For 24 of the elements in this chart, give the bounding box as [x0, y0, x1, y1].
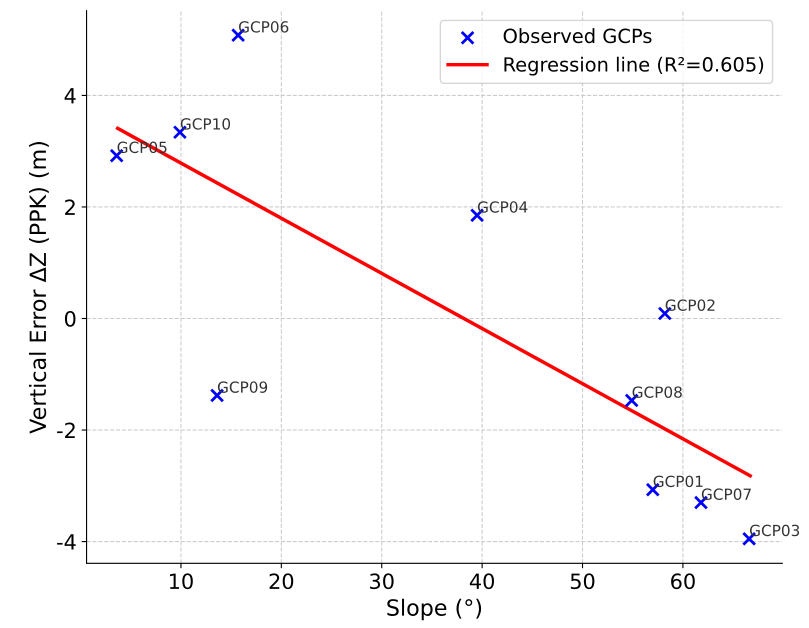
- x-tick-label: 10: [170, 573, 193, 590]
- legend-label: Observed GCPs: [504, 28, 652, 44]
- y-tick-label: -2: [57, 422, 75, 438]
- y-tick-label: -4: [57, 534, 76, 550]
- x-tick-label: 50: [570, 573, 594, 590]
- y-tick-label: 0: [64, 310, 76, 327]
- x-tick-label: 30: [370, 573, 394, 590]
- x-tick-label: 20: [270, 573, 294, 590]
- legend-label: Regression line (R²=0.605): [504, 56, 764, 76]
- y-axis-title: Vertical Error ΔZ (PPK) (m): [29, 142, 49, 434]
- annotation: GCP06: [239, 21, 288, 33]
- y-tick-label: 4: [64, 88, 76, 104]
- annotation: GCP07: [702, 488, 751, 500]
- y-tick-label: 2: [65, 199, 75, 215]
- annotation: GCP09: [218, 381, 268, 393]
- annotation: GCP02: [666, 299, 714, 311]
- x-tick-label: 40: [470, 573, 494, 590]
- annotation: GCP01: [654, 476, 703, 488]
- x-axis-title: Slope (°): [387, 598, 482, 620]
- annotation: GCP10: [180, 118, 230, 130]
- x-tick-label: 60: [671, 573, 695, 590]
- annotation: GCP04: [478, 201, 528, 213]
- annotation: GCP03: [750, 524, 800, 536]
- annotation: GCP08: [632, 386, 682, 398]
